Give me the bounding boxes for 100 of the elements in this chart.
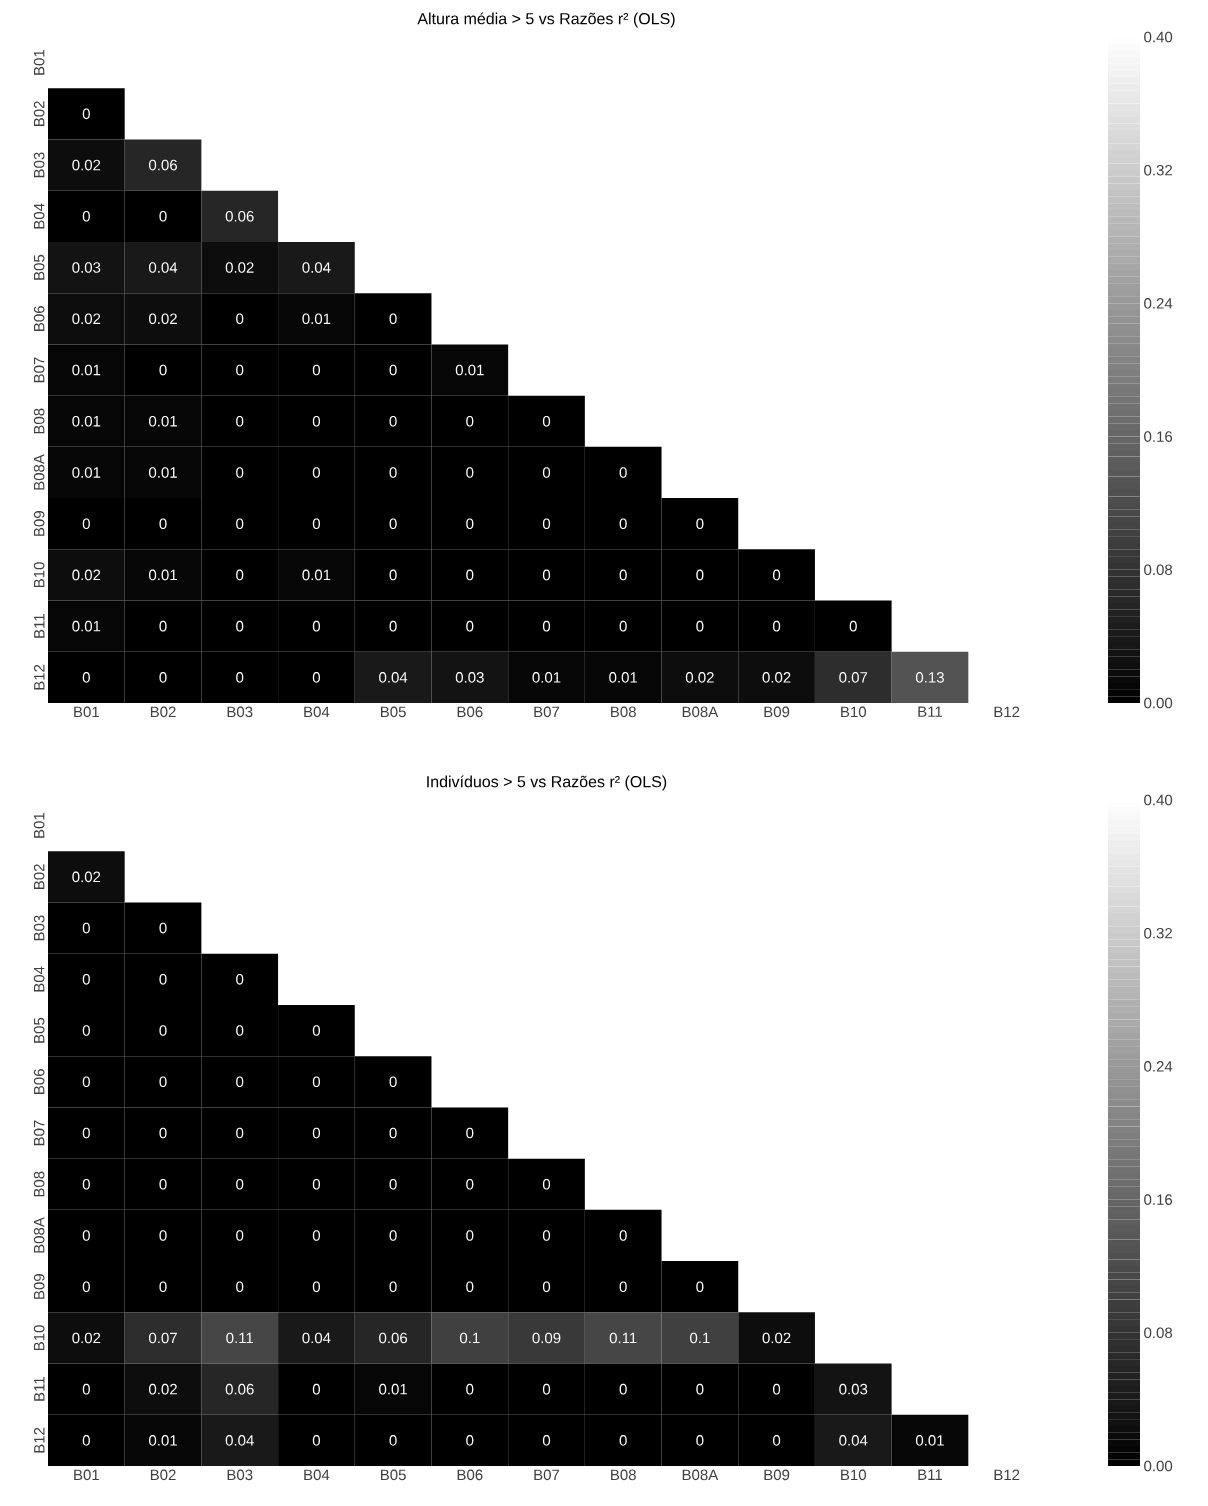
- data-label: 0: [312, 1178, 320, 1190]
- data-label: 0: [236, 313, 244, 325]
- data-label: 0.07: [149, 1332, 177, 1344]
- data-label: 0.1: [690, 1332, 710, 1344]
- y-tick-label: B08: [33, 408, 45, 434]
- x-tick-label: B08A: [682, 1469, 719, 1481]
- data-label: 0: [82, 1025, 90, 1036]
- color-bar-label: 0.00: [1144, 1460, 1173, 1472]
- data-label: 0: [772, 1435, 781, 1446]
- y-tick-label: B11: [34, 614, 45, 638]
- data-label: 0: [312, 467, 320, 478]
- data-label: 0: [312, 1076, 320, 1088]
- color-bar-label: 0.32: [1144, 927, 1172, 939]
- data-label: 0: [159, 1178, 167, 1190]
- data-label: 0.01: [72, 467, 101, 478]
- data-label: 0: [542, 1383, 551, 1395]
- data-label: 0: [236, 672, 244, 683]
- data-label: 0.02: [225, 262, 254, 273]
- chart-title: Altura média > 5 vs Razões r² (OLS): [417, 12, 675, 28]
- data-label: 0: [619, 1281, 627, 1293]
- data-label: 0: [159, 1281, 167, 1293]
- data-label: 0: [619, 1230, 627, 1241]
- color-bar-label: 0.08: [1144, 1327, 1173, 1339]
- data-label: 0.01: [302, 313, 331, 325]
- x-tick-label: B04: [304, 1469, 330, 1481]
- data-label: 0: [159, 974, 167, 985]
- data-label: 0: [236, 1076, 244, 1088]
- y-tick-label: B06: [33, 306, 45, 331]
- data-label: 0.01: [532, 672, 561, 683]
- data-label: 0: [236, 1025, 244, 1036]
- data-label: 0: [542, 1230, 551, 1241]
- y-tick-label: B08A: [33, 454, 45, 490]
- data-label: 0: [312, 620, 320, 632]
- x-tick-label: B08A: [682, 706, 719, 718]
- x-tick-label: B05: [381, 706, 406, 718]
- data-label: 0: [696, 1383, 704, 1395]
- data-label: 0: [159, 211, 167, 222]
- data-label: 0.07: [839, 672, 868, 683]
- x-tick-label: B03: [227, 706, 253, 718]
- data-label: 0: [619, 569, 627, 581]
- data-label: 0: [82, 1281, 90, 1293]
- data-label: 0.06: [379, 1332, 408, 1344]
- y-tick-label: B02: [33, 101, 45, 126]
- data-label: 0: [159, 922, 167, 934]
- color-bar-label: 0.24: [1144, 1061, 1173, 1072]
- data-label: 0: [542, 569, 551, 581]
- data-label: 0: [619, 518, 627, 530]
- data-label: 0.01: [455, 364, 484, 376]
- y-tick-label: B09: [33, 511, 45, 536]
- data-label: 0: [159, 1076, 167, 1088]
- data-label: 0: [82, 1230, 90, 1241]
- data-label: 0: [236, 364, 244, 376]
- y-tick-label: B12: [33, 1427, 45, 1453]
- y-tick-label: B03: [33, 915, 45, 941]
- y-tick-label: B08: [33, 1171, 45, 1197]
- data-label: 0: [466, 1383, 474, 1395]
- data-label: 0: [849, 620, 857, 632]
- data-label: 0: [236, 569, 244, 581]
- y-tick-label: B12: [33, 664, 45, 690]
- data-label: 0: [466, 518, 474, 530]
- x-tick-label: B02: [150, 706, 176, 718]
- data-label: 0.01: [379, 1383, 407, 1395]
- data-label: 0: [82, 518, 90, 530]
- data-label: 0: [159, 1025, 167, 1036]
- data-label: 0: [312, 1435, 320, 1446]
- data-label: 0: [389, 1178, 397, 1190]
- data-label: 0: [619, 1383, 627, 1395]
- x-tick-label: B09: [764, 1469, 790, 1481]
- data-label: 0.03: [839, 1383, 868, 1395]
- data-label: 0.02: [762, 1332, 791, 1344]
- data-label: 0: [466, 1127, 474, 1139]
- data-label: 0: [159, 620, 167, 632]
- data-label: 0: [236, 620, 244, 632]
- data-label: 0.04: [302, 1332, 331, 1344]
- x-tick-label: B01: [74, 1469, 99, 1481]
- data-label: 0: [82, 108, 90, 120]
- data-label: 0.03: [455, 672, 484, 683]
- data-label: 0.02: [762, 672, 791, 683]
- data-label: 0: [159, 518, 167, 530]
- data-label: 0.01: [149, 1435, 177, 1446]
- data-label: 0: [466, 467, 474, 478]
- color-bar-label: 0.40: [1144, 31, 1173, 43]
- color-bar-label: 0.08: [1144, 564, 1173, 576]
- data-label: 0: [82, 922, 90, 934]
- data-label: 0: [159, 672, 167, 683]
- x-tick-label: B08: [611, 706, 636, 718]
- data-label: 0: [696, 1281, 704, 1293]
- color-bar-label: 0.24: [1144, 298, 1173, 309]
- data-label: 0.04: [302, 262, 331, 273]
- data-label: 0: [542, 1281, 551, 1293]
- data-label: 0: [236, 1127, 244, 1139]
- x-tick-label: B12: [994, 706, 1020, 718]
- x-tick-label: B07: [534, 1469, 560, 1481]
- data-label: 0: [312, 1025, 320, 1036]
- data-label: 0: [82, 672, 90, 683]
- data-label: 0.11: [609, 1332, 637, 1344]
- chart-title: Indivíduos > 5 vs Razões r² (OLS): [427, 775, 667, 791]
- y-tick-label: B07: [33, 1120, 45, 1146]
- data-label: 0: [236, 1281, 244, 1293]
- data-label: 0.02: [685, 672, 714, 683]
